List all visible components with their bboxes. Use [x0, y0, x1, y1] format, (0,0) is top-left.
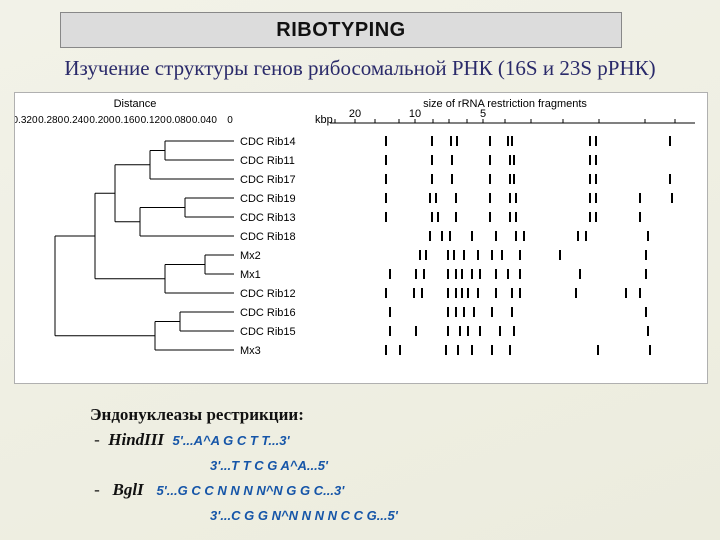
ribotyping-svg: Distance kbp size of rRNA restriction frag…: [15, 93, 707, 383]
svg-text:kbp: kbp: [315, 114, 333, 126]
enzyme-1-seq1: 5'...A^A G C T T...3': [173, 433, 290, 448]
svg-text:0.320: 0.320: [15, 115, 38, 126]
svg-text:CDC Rib12: CDC Rib12: [240, 288, 296, 300]
slide-canvas: { "title": "RIBOTYPING", "subtitle": "Из…: [0, 0, 720, 540]
bullet-dash: -: [90, 429, 104, 452]
enzyme-1-line2: 3'...T T C G A^A...5': [90, 454, 690, 477]
enzyme-2-line2: 3'...C G G N^N N N N C C G...5': [90, 504, 690, 527]
svg-text:Mx2: Mx2: [240, 250, 261, 262]
enzyme-2-name: BglI: [113, 480, 144, 499]
title-banner: RIBOTYPING: [60, 12, 622, 48]
svg-text:10: 10: [409, 108, 421, 120]
svg-text:Distance: Distance: [114, 98, 157, 110]
svg-text:0.200: 0.200: [89, 115, 114, 126]
svg-text:CDC Rib17: CDC Rib17: [240, 174, 296, 186]
svg-text:0.160: 0.160: [115, 115, 140, 126]
svg-text:CDC Rib11: CDC Rib11: [240, 155, 295, 167]
svg-text:CDC Rib13: CDC Rib13: [240, 212, 296, 224]
svg-text:0.240: 0.240: [64, 115, 89, 126]
svg-text:CDC Rib15: CDC Rib15: [240, 326, 296, 338]
svg-text:0.280: 0.280: [38, 115, 63, 126]
svg-text:0.040: 0.040: [192, 115, 217, 126]
svg-text:20: 20: [349, 108, 361, 120]
svg-text:size of rRNA restriction fragm: size of rRNA restriction fragments: [423, 98, 587, 110]
svg-text:Mx3: Mx3: [240, 345, 261, 357]
ribotyping-figure: Distance kbp size of rRNA restriction frag…: [14, 92, 708, 384]
svg-text:0: 0: [227, 115, 233, 126]
enzyme-1-seq2: 3'...T T C G A^A...5': [210, 458, 328, 473]
bullet-dash: -: [90, 479, 104, 502]
svg-text:Mx1: Mx1: [240, 269, 261, 281]
svg-text:CDC Rib14: CDC Rib14: [240, 136, 296, 148]
svg-text:5: 5: [480, 108, 486, 120]
enzyme-2-seq1: 5'...G C C N N N N^N G G C...3': [156, 483, 344, 498]
enzyme-1-name: HindIII: [108, 430, 164, 449]
svg-text:0.080: 0.080: [166, 115, 191, 126]
footer-heading: Эндонуклеазы рестрикции:: [90, 404, 690, 427]
svg-text:CDC Rib16: CDC Rib16: [240, 307, 296, 319]
enzyme-2-seq2: 3'...C G G N^N N N N C C G...5': [210, 508, 398, 523]
enzyme-1-line1: - HindIII 5'...A^A G C T T...3': [90, 429, 690, 452]
svg-text:CDC Rib19: CDC Rib19: [240, 193, 296, 205]
subtitle-text: Изучение структуры генов рибосомальной Р…: [0, 56, 720, 81]
footer-block: Эндонуклеазы рестрикции: - HindIII 5'...…: [90, 404, 690, 527]
svg-text:0.120: 0.120: [141, 115, 166, 126]
enzyme-2-line1: - BglI 5'...G C C N N N N^N G G C...3': [90, 479, 690, 502]
svg-text:CDC Rib18: CDC Rib18: [240, 231, 296, 243]
